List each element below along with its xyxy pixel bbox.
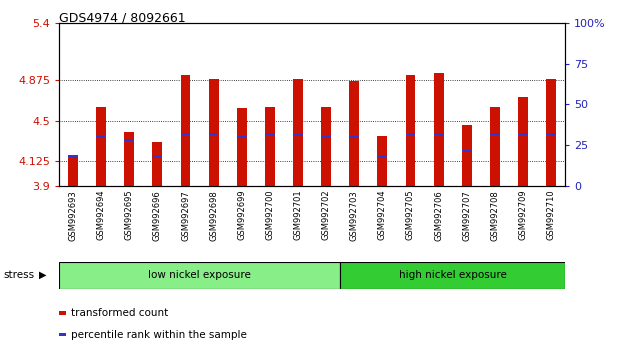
Bar <box>490 107 500 186</box>
Bar <box>68 158 78 186</box>
Bar <box>433 73 443 186</box>
Text: GSM992693: GSM992693 <box>68 190 78 241</box>
Text: GDS4974 / 8092661: GDS4974 / 8092661 <box>59 11 186 24</box>
Bar <box>265 132 274 135</box>
Text: GSM992706: GSM992706 <box>434 190 443 241</box>
Bar <box>406 132 415 135</box>
Text: GSM992701: GSM992701 <box>294 190 302 240</box>
Text: ▶: ▶ <box>39 270 46 280</box>
Bar <box>378 155 387 158</box>
Text: GSM992698: GSM992698 <box>209 190 218 241</box>
Bar <box>209 132 219 135</box>
Text: GSM992702: GSM992702 <box>322 190 330 240</box>
Bar <box>96 107 106 186</box>
Bar <box>518 132 528 135</box>
Bar <box>350 136 359 138</box>
Text: GSM992708: GSM992708 <box>491 190 499 241</box>
Bar <box>462 150 471 152</box>
Text: GSM992700: GSM992700 <box>265 190 274 240</box>
Bar <box>124 139 134 142</box>
Text: GSM992694: GSM992694 <box>97 190 106 240</box>
Text: low nickel exposure: low nickel exposure <box>148 270 251 280</box>
Text: GSM992705: GSM992705 <box>406 190 415 240</box>
Bar <box>433 132 443 135</box>
Bar <box>462 125 471 186</box>
FancyBboxPatch shape <box>59 262 340 289</box>
Bar <box>349 81 359 186</box>
FancyBboxPatch shape <box>340 262 565 289</box>
Text: GSM992707: GSM992707 <box>462 190 471 241</box>
Bar <box>406 75 415 186</box>
Text: GSM992704: GSM992704 <box>378 190 387 240</box>
Text: transformed count: transformed count <box>71 308 169 318</box>
Text: GSM992703: GSM992703 <box>350 190 359 241</box>
Text: percentile rank within the sample: percentile rank within the sample <box>71 330 247 339</box>
Bar <box>378 136 388 186</box>
Bar <box>237 136 247 138</box>
Text: GSM992710: GSM992710 <box>546 190 556 240</box>
Bar <box>518 97 528 186</box>
Bar <box>546 132 556 135</box>
Text: stress: stress <box>3 270 34 280</box>
Bar <box>237 108 247 186</box>
Text: GSM992695: GSM992695 <box>125 190 134 240</box>
Text: high nickel exposure: high nickel exposure <box>399 270 507 280</box>
Bar <box>293 79 303 186</box>
Bar <box>546 79 556 186</box>
Bar <box>181 132 191 135</box>
Bar <box>321 107 331 186</box>
Bar <box>96 136 106 138</box>
Bar <box>321 136 331 138</box>
Bar <box>153 155 162 158</box>
Text: GSM992709: GSM992709 <box>519 190 527 240</box>
Bar <box>490 132 500 135</box>
Bar <box>209 79 219 186</box>
Text: GSM992697: GSM992697 <box>181 190 190 241</box>
Bar <box>124 132 134 186</box>
Bar <box>293 133 303 136</box>
Bar <box>68 155 78 158</box>
Bar <box>153 142 162 186</box>
Text: GSM992696: GSM992696 <box>153 190 162 241</box>
Bar <box>265 107 275 186</box>
Text: GSM992699: GSM992699 <box>237 190 247 240</box>
Bar <box>181 75 191 186</box>
